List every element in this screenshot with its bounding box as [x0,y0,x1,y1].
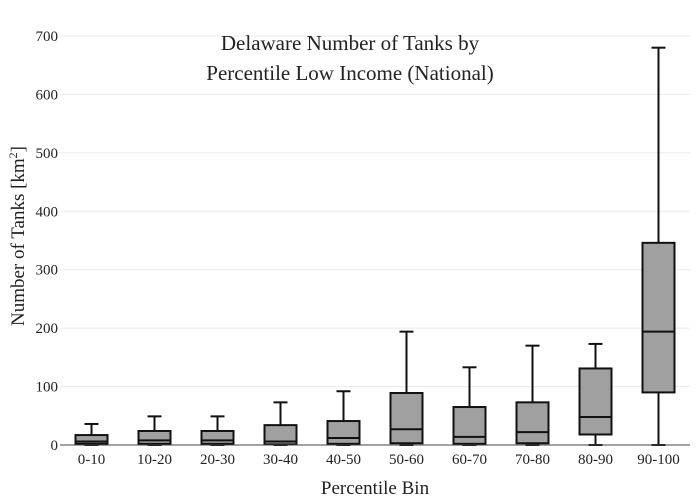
x-tick-labels: 0-10 10-20 20-30 30-40 40-50 50-60 60-70 70-80 8… [78,452,680,468]
box-iqr [389,391,424,445]
y-tick-label-200: 200 [36,321,59,337]
x-tick-label-10-20: 10-20 [137,452,172,468]
box-0-10 [74,422,109,446]
y-axis-label: Number of Tanks [km2] [6,146,29,326]
x-tick-label-70-80: 70-80 [515,452,550,468]
box-iqr [74,434,109,445]
box-20-30 [200,415,235,446]
x-tick-label-90-100: 90-100 [637,452,680,468]
box-60-70 [452,366,487,446]
boxes [74,46,676,446]
y-tick-label-0: 0 [51,438,59,454]
x-tick-label-40-50: 40-50 [326,452,361,468]
x-axis-label: Percentile Bin [321,478,430,499]
x-tick-label-0-10: 0-10 [78,452,106,468]
x-tick-label-80-90: 80-90 [578,452,613,468]
box-40-50 [326,390,361,446]
y-axis-label-sup: 2 [6,152,20,158]
y-tick-labels: 0 100 200 300 400 500 600 700 [36,29,59,454]
chart-title-line-1: Delaware Number of Tanks by [221,31,480,55]
x-tick-label-20-30: 20-30 [200,452,235,468]
y-tick-label-500: 500 [36,146,59,162]
box-10-20 [137,415,172,446]
y-tick-label-400: 400 [36,204,59,220]
box-iqr [326,420,361,445]
y-axis-label-close: ] [8,146,29,152]
box-90-100 [641,46,676,446]
box-iqr [641,241,676,394]
box-iqr [578,367,613,436]
box-iqr [137,429,172,445]
box-30-40 [263,401,298,446]
x-tick-label-50-60: 50-60 [389,452,424,468]
y-axis-label-text: Number of Tanks [km [8,158,29,326]
gridlines [60,35,690,388]
box-iqr [452,406,487,445]
box-iqr [515,401,550,445]
box-70-80 [515,344,550,446]
y-tick-label-300: 300 [36,263,59,279]
box-80-90 [578,342,613,446]
box-50-60 [389,330,424,446]
x-tick-label-30-40: 30-40 [263,452,298,468]
y-tick-label-600: 600 [36,87,59,103]
box-iqr [263,424,298,446]
y-tick-label-700: 700 [36,29,59,45]
chart-title-line-2: Percentile Low Income (National) [206,61,493,85]
x-tick-label-60-70: 60-70 [452,452,487,468]
y-tick-label-100: 100 [36,380,59,396]
box-iqr [200,429,235,445]
